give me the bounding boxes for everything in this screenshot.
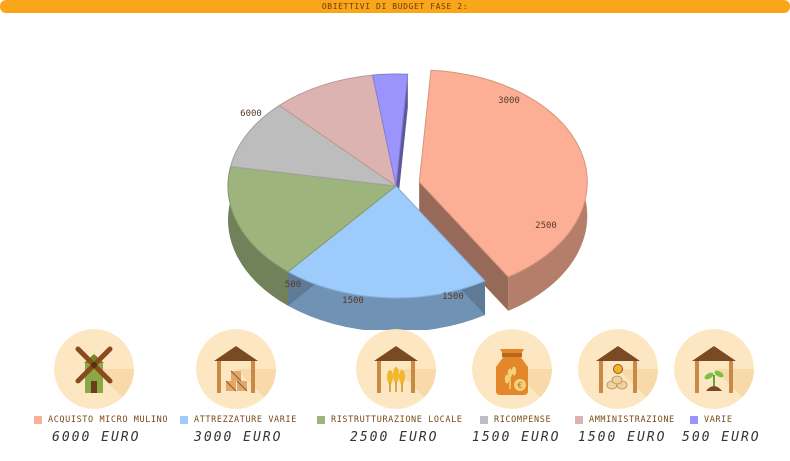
pie-slice-attrezzature-varie — [287, 185, 486, 299]
pie-slice-side — [228, 166, 289, 306]
pie-slice-acquisto-micro-mulino — [418, 69, 588, 278]
money-sack-icon: € — [472, 329, 552, 409]
legend-entry: ACQUISTO MICRO MULINO — [34, 415, 168, 425]
legend-label: RISTRUTTURAZIONE LOCALE — [331, 415, 463, 425]
pie-slice-edge — [396, 74, 408, 220]
amount-label: 3000 EURO — [194, 430, 283, 445]
pie-chart: 6000 3000 2500 1500 1500 500 — [227, 69, 588, 330]
legend-label: VARIE — [704, 415, 733, 425]
legend-entry: RICOMPENSE — [480, 415, 551, 425]
windmill-icon — [54, 329, 134, 409]
legend-swatch — [575, 416, 583, 424]
legend-swatch — [690, 416, 698, 424]
amount-label: 1500 EURO — [578, 430, 667, 445]
barn-coins-icon — [578, 329, 658, 409]
legend-swatch — [317, 416, 325, 424]
pie-slice-side — [288, 271, 486, 330]
pie-data-label: 2500 — [535, 221, 557, 231]
legend-swatch — [480, 416, 488, 424]
pie-slice-ricompense — [229, 104, 397, 187]
amount-label: 2500 EURO — [350, 430, 439, 445]
pie-slice-amministrazione — [278, 74, 397, 188]
barn-wheat-icon — [356, 329, 436, 409]
barn-sprout-icon — [674, 329, 754, 409]
pie-slice-varie — [372, 73, 409, 187]
legend-entry: AMMINISTRAZIONE — [575, 415, 675, 425]
legend-label: RICOMPENSE — [494, 415, 552, 425]
legend-label: ACQUISTO MICRO MULINO — [48, 415, 169, 425]
chart-title: OBIETTIVI DI BUDGET FASE 2: — [0, 0, 790, 13]
pie-slice-edge — [419, 181, 509, 311]
amount-label: 6000 EURO — [52, 430, 141, 445]
legend-swatch — [34, 416, 42, 424]
legend-label: AMMINISTRAZIONE — [589, 415, 675, 425]
pie-slice-ristrutturazione-locale — [227, 166, 398, 273]
legend-entry: RISTRUTTURAZIONE LOCALE — [317, 415, 463, 425]
pie-data-label: 3000 — [498, 96, 520, 106]
amount-label: 500 EURO — [682, 430, 761, 445]
svg-text:€: € — [517, 381, 522, 390]
legend-label: ATTREZZATURE VARIE — [194, 415, 297, 425]
legend-entry: VARIE — [690, 415, 733, 425]
pie-data-label: 1500 — [442, 292, 464, 302]
pie-data-label: 1500 — [342, 296, 364, 306]
legend-swatch — [180, 416, 188, 424]
pie-data-label: 6000 — [240, 109, 262, 119]
amount-label: 1500 EURO — [472, 430, 561, 445]
barn-crates-icon — [196, 329, 276, 409]
pie-data-label: 500 — [285, 280, 301, 290]
legend-entry: ATTREZZATURE VARIE — [180, 415, 297, 425]
